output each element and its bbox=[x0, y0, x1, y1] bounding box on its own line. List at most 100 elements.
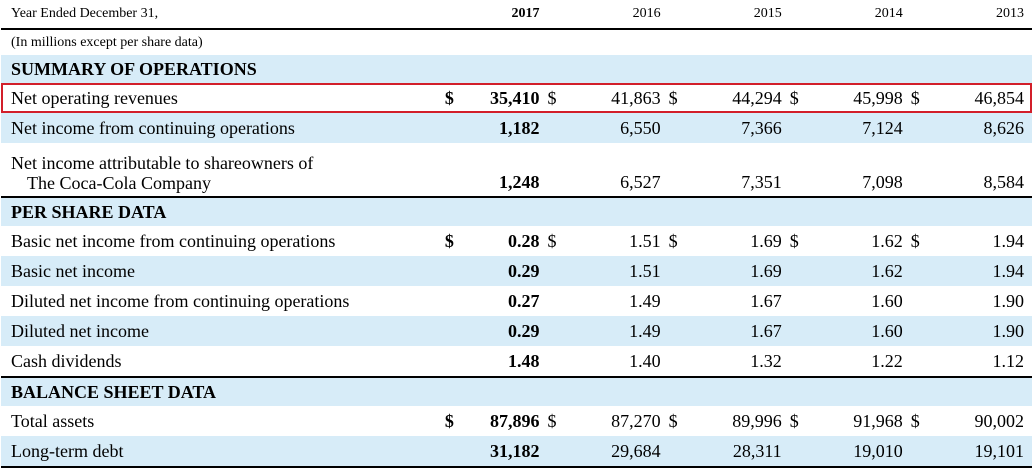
dollar-sign: $ bbox=[910, 226, 939, 256]
cell-2017: 87,896 bbox=[463, 406, 548, 436]
cell-2015: 7,351 bbox=[696, 143, 790, 197]
cell-2016: 1.49 bbox=[575, 286, 669, 316]
dollar-sign: $ bbox=[789, 83, 818, 113]
units-note-row: (In millions except per share data) bbox=[1, 29, 1032, 55]
dollar-sign: $ bbox=[910, 83, 939, 113]
cell-2015: 28,311 bbox=[696, 436, 790, 467]
cell-2016: 6,550 bbox=[575, 113, 669, 143]
row-label: Diluted net income from continuing opera… bbox=[1, 286, 436, 316]
table-row: Long-term debt 31,182 29,684 28,311 19,0… bbox=[1, 436, 1032, 467]
dollar-sign: $ bbox=[435, 226, 464, 256]
dollar-sign: $ bbox=[668, 226, 697, 256]
cell-2013: 19,101 bbox=[938, 436, 1032, 467]
cell-2017: 0.27 bbox=[463, 286, 548, 316]
dollar-sign: $ bbox=[435, 406, 464, 436]
cell-2017: 1,182 bbox=[463, 113, 548, 143]
dollar-sign: $ bbox=[668, 406, 697, 436]
cell-2016: 6,527 bbox=[575, 143, 669, 197]
cell-2017: 1.48 bbox=[463, 346, 548, 377]
cell-2013: 1.90 bbox=[938, 286, 1032, 316]
dollar-sign: $ bbox=[435, 83, 464, 113]
cell-2017: 31,182 bbox=[463, 436, 548, 467]
cell-2014: 1.60 bbox=[817, 286, 911, 316]
table-row: Total assets $ 87,896 $ 87,270 $ 89,996 … bbox=[1, 406, 1032, 436]
units-note: (In millions except per share data) bbox=[1, 29, 1032, 55]
cell-2017: 35,410 bbox=[463, 83, 548, 113]
section-header: SUMMARY OF OPERATIONS bbox=[1, 55, 1032, 83]
year-2015: 2015 bbox=[753, 6, 782, 21]
table-row: Diluted net income from continuing opera… bbox=[1, 286, 1032, 316]
cell-2013: 8,584 bbox=[938, 143, 1032, 197]
table-row: Net income from continuing operations 1,… bbox=[1, 113, 1032, 143]
cell-2013: 1.94 bbox=[938, 256, 1032, 286]
dollar-sign: $ bbox=[547, 226, 576, 256]
cell-2013: 1.90 bbox=[938, 316, 1032, 346]
cell-2013: 90,002 bbox=[938, 406, 1032, 436]
cell-2014: 1.62 bbox=[817, 226, 911, 256]
cell-2016: 1.49 bbox=[575, 316, 669, 346]
cell-2016: 41,863 bbox=[575, 83, 669, 113]
cell-2015: 7,366 bbox=[696, 113, 790, 143]
dollar-sign: $ bbox=[547, 406, 576, 436]
section-title-operations: SUMMARY OF OPERATIONS bbox=[1, 55, 1032, 83]
cell-2014: 1.60 bbox=[817, 316, 911, 346]
table-row: Diluted net income 0.29 1.49 1.67 1.60 1… bbox=[1, 316, 1032, 346]
dollar-sign: $ bbox=[547, 83, 576, 113]
row-label: Basic net income bbox=[1, 256, 436, 286]
cell-2013: 8,626 bbox=[938, 113, 1032, 143]
section-title-balance-sheet: BALANCE SHEET DATA bbox=[1, 377, 1032, 406]
cell-2016: 87,270 bbox=[575, 406, 669, 436]
year-2017: 2017 bbox=[511, 6, 540, 21]
row-label: Cash dividends bbox=[1, 346, 436, 377]
cell-2013: 1.94 bbox=[938, 226, 1032, 256]
cell-2017: 0.29 bbox=[463, 256, 548, 286]
cell-2017: 1,248 bbox=[463, 143, 548, 197]
table-row: Net income attributable to shareowners o… bbox=[1, 143, 1032, 197]
table-row: Cash dividends 1.48 1.40 1.32 1.22 1.12 bbox=[1, 346, 1032, 377]
cell-2016: 29,684 bbox=[575, 436, 669, 467]
year-2013: 2013 bbox=[996, 6, 1024, 21]
row-label: Long-term debt bbox=[1, 436, 436, 467]
year-2014: 2014 bbox=[874, 6, 903, 21]
cell-2017: 0.29 bbox=[463, 316, 548, 346]
cell-2013: 46,854 bbox=[938, 83, 1032, 113]
cell-2016: 1.40 bbox=[575, 346, 669, 377]
row-label: Diluted net income bbox=[1, 316, 436, 346]
dollar-sign: $ bbox=[789, 226, 818, 256]
section-header: PER SHARE DATA bbox=[1, 197, 1032, 226]
dollar-sign: $ bbox=[668, 83, 697, 113]
cell-2014: 7,124 bbox=[817, 113, 911, 143]
cell-2016: 1.51 bbox=[575, 226, 669, 256]
cell-2015: 1.67 bbox=[696, 316, 790, 346]
row-label-line1: Net income attributable to shareowners o… bbox=[11, 153, 314, 173]
cell-2014: 45,998 bbox=[817, 83, 911, 113]
table-row: Net operating revenues $ 35,410 $ 41,863… bbox=[1, 83, 1032, 113]
row-label: Basic net income from continuing operati… bbox=[1, 226, 436, 256]
cell-2015: 44,294 bbox=[696, 83, 790, 113]
cell-2016: 1.51 bbox=[575, 256, 669, 286]
cell-2017: 0.28 bbox=[463, 226, 548, 256]
cell-2014: 1.22 bbox=[817, 346, 911, 377]
cell-2014: 1.62 bbox=[817, 256, 911, 286]
year-2016: 2016 bbox=[632, 6, 661, 21]
cell-2015: 1.69 bbox=[696, 226, 790, 256]
cell-2015: 1.32 bbox=[696, 346, 790, 377]
year-header-row: Year Ended December 31, 2017 2016 2015 2… bbox=[1, 0, 1032, 29]
row-label-line2: The Coca-Cola Company bbox=[27, 173, 211, 193]
cell-2014: 7,098 bbox=[817, 143, 911, 197]
cell-2015: 1.67 bbox=[696, 286, 790, 316]
table-row: Basic net income from continuing operati… bbox=[1, 226, 1032, 256]
row-label: Net income attributable to shareowners o… bbox=[1, 143, 436, 197]
section-title-per-share: PER SHARE DATA bbox=[1, 197, 1032, 226]
row-label: Net operating revenues bbox=[1, 83, 436, 113]
cell-2013: 1.12 bbox=[938, 346, 1032, 377]
year-header-label: Year Ended December 31, bbox=[11, 6, 159, 21]
section-header: BALANCE SHEET DATA bbox=[1, 377, 1032, 406]
cell-2015: 1.69 bbox=[696, 256, 790, 286]
dollar-sign: $ bbox=[789, 406, 818, 436]
cell-2014: 19,010 bbox=[817, 436, 911, 467]
dollar-sign: $ bbox=[910, 406, 939, 436]
cell-2014: 91,968 bbox=[817, 406, 911, 436]
row-label: Total assets bbox=[1, 406, 436, 436]
